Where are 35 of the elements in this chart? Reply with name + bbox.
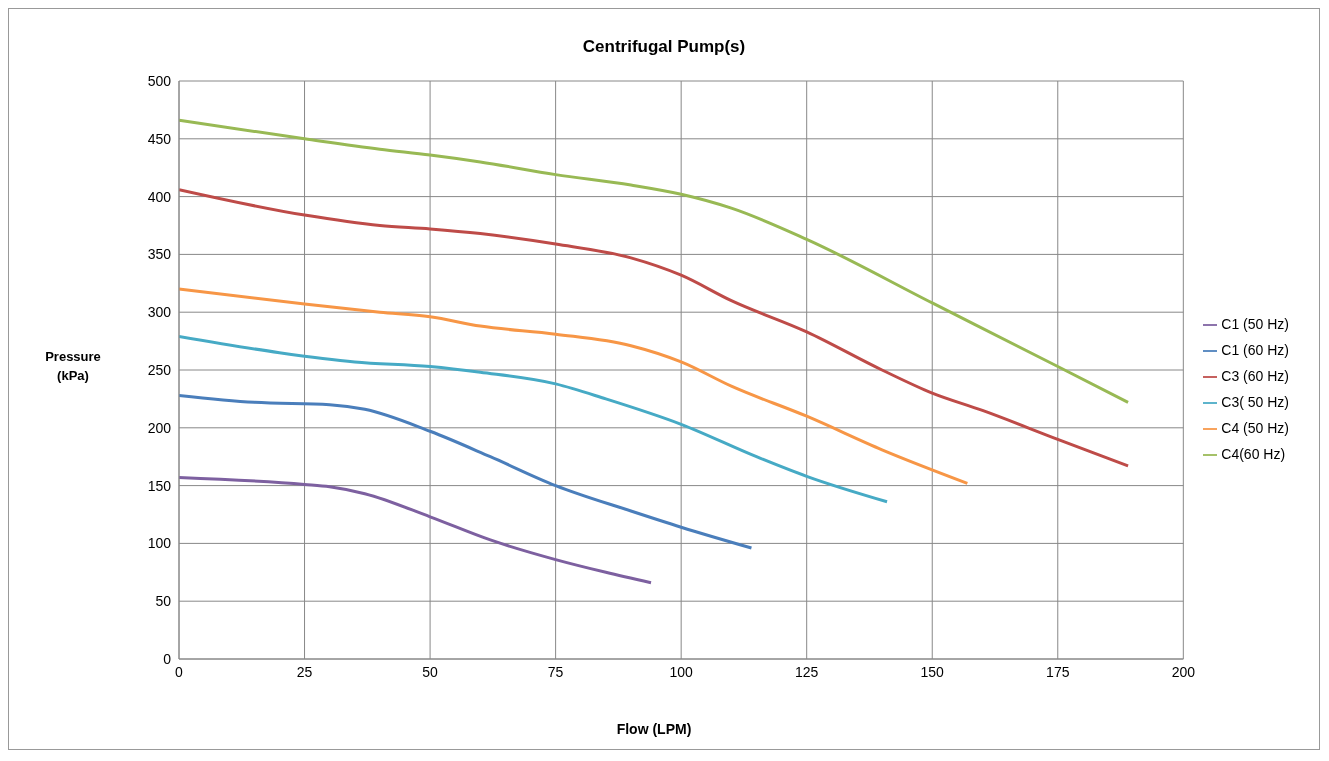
- y-tick-label: 250: [147, 361, 172, 378]
- x-tick-label: 50: [422, 663, 439, 680]
- y-tick-label: 0: [163, 650, 172, 667]
- y-tick-label: 350: [147, 246, 172, 263]
- legend-label: C1 (50 Hz): [1221, 316, 1289, 332]
- y-tick-label: 50: [155, 593, 172, 610]
- legend-label: C4(60 Hz): [1221, 446, 1286, 462]
- x-tick-label: 0: [175, 663, 184, 680]
- y-tick-label: 150: [147, 477, 172, 494]
- y-axis-title: Pressure (kPa): [44, 348, 102, 385]
- chart-title: Centrifugal Pump(s): [581, 37, 747, 57]
- x-tick-label: 25: [296, 663, 313, 680]
- x-tick-label: 150: [920, 663, 945, 680]
- y-tick-label: 400: [147, 188, 172, 205]
- line-series: [179, 334, 889, 504]
- x-tick-label: 75: [547, 663, 564, 680]
- legend-label: C1 (60 Hz): [1221, 342, 1289, 358]
- x-axis-title: Flow (LPM): [615, 721, 693, 737]
- line-series: [179, 476, 653, 585]
- y-tick-label: 200: [147, 419, 172, 436]
- y-tick-label: 500: [147, 72, 172, 89]
- legend-label: C4 (50 Hz): [1221, 420, 1289, 436]
- line-series: [179, 188, 1130, 468]
- line-series: [179, 393, 753, 550]
- line-series: [179, 287, 969, 485]
- x-tick-label: 100: [669, 663, 694, 680]
- y-tick-label: 100: [147, 535, 172, 552]
- x-tick-label: 200: [1171, 663, 1196, 680]
- legend-label: C3 (60 Hz): [1221, 368, 1289, 384]
- x-tick-label: 175: [1046, 663, 1070, 680]
- x-tick-label: 125: [795, 663, 819, 680]
- y-tick-label: 450: [147, 130, 172, 147]
- line-series: [179, 118, 1130, 404]
- legend-label: C3( 50 Hz): [1221, 394, 1289, 410]
- y-tick-label: 300: [147, 304, 172, 321]
